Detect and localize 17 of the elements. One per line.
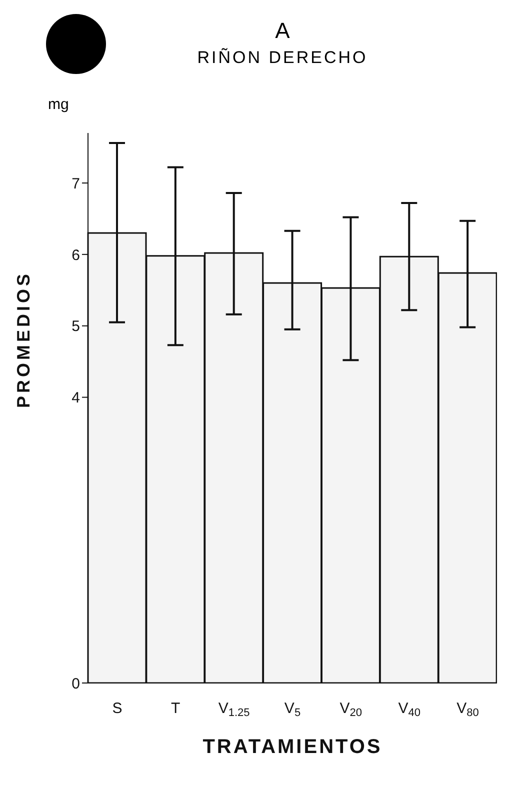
x-tick-label: V$_{5}$ xyxy=(284,700,301,719)
y-tick-label: 7 xyxy=(72,175,80,192)
x-tick-label: V$_{20}$ xyxy=(340,700,362,719)
x-tick-label: V$_{80}$ xyxy=(456,700,479,719)
y-tick-label: 4 xyxy=(72,390,80,407)
y-axis-title: PROMEDIOS xyxy=(13,270,34,408)
x-tick-label: T xyxy=(171,700,180,717)
y-tick-label: 5 xyxy=(72,318,80,336)
y-tick-label: 0 xyxy=(72,675,80,692)
x-tick-label: S xyxy=(112,700,122,717)
x-axis-title: TRATAMIENTOS xyxy=(202,736,382,758)
x-tick-label: V$_{1.25}$ xyxy=(218,700,250,719)
text: mg xyxy=(48,96,70,113)
y-tick-label: 6 xyxy=(72,246,80,264)
chart-title: A xyxy=(274,17,291,44)
x-tick-label: V$_{40}$ xyxy=(398,700,420,719)
chart-subtitle: RIÑON DERECHO xyxy=(196,48,369,68)
